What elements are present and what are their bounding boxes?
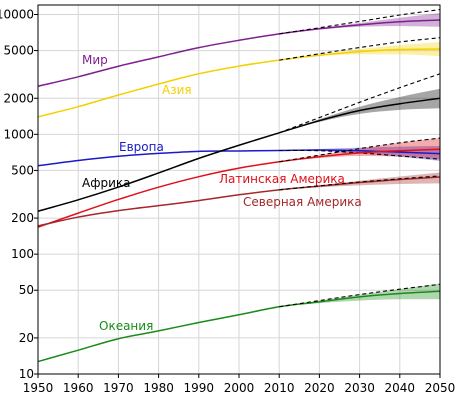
- x-tick-label-2050: 2050: [425, 381, 456, 395]
- line-layer: [37, 8, 441, 363]
- x-tick-label-1950: 1950: [23, 381, 54, 395]
- x-tick-label-2030: 2030: [344, 381, 375, 395]
- series-4-line: [37, 148, 441, 228]
- series-label-6: Океания: [99, 319, 153, 333]
- x-tick-label-2040: 2040: [385, 381, 416, 395]
- x-tick-label-1980: 1980: [143, 381, 174, 395]
- y-tick-label-5000: 5000: [3, 44, 34, 58]
- y-tick-label-1000: 1000: [3, 127, 34, 141]
- series-label-3: Африка: [82, 176, 131, 190]
- series-2-line: [37, 149, 441, 167]
- grid-layer: [38, 5, 440, 374]
- series-label-4: Латинская Америка: [219, 172, 345, 186]
- series-5-dashed-line: [279, 175, 441, 191]
- series-3-line: [37, 97, 441, 212]
- x-tick-label-2000: 2000: [224, 381, 255, 395]
- y-tick-label-500: 500: [11, 163, 34, 177]
- series-3-dashed-line: [279, 73, 441, 134]
- y-tick-label-2000: 2000: [3, 91, 34, 105]
- y-tick-label-100: 100: [11, 247, 34, 261]
- series-4-dashed-line: [279, 137, 441, 163]
- series-6-line: [37, 290, 441, 363]
- series-label-0: Мир: [82, 53, 108, 67]
- y-tick-label-50: 50: [19, 283, 34, 297]
- series-1-line: [37, 48, 441, 118]
- x-tick-label-2010: 2010: [264, 381, 295, 395]
- y-tick-label-10: 10: [19, 367, 34, 381]
- series-label-5: Северная Америка: [243, 195, 362, 209]
- y-tick-label-200: 200: [11, 211, 34, 225]
- x-tick-label-1990: 1990: [184, 381, 215, 395]
- label-layer: Мир Азия Европа Африка Латинская Америка Севе…: [82, 53, 362, 333]
- y-tick-label-10000: 10000: [0, 7, 34, 21]
- tick-layer: 1950 1960 1970 1980 1990 2000 2010 2020 2030 2040…: [0, 7, 455, 395]
- x-tick-label-1970: 1970: [103, 381, 134, 395]
- series-label-2: Европа: [119, 140, 164, 154]
- series-label-1: Азия: [162, 83, 192, 97]
- series-1-dashed-line: [279, 37, 441, 61]
- y-tick-label-20: 20: [19, 331, 34, 345]
- x-tick-label-2020: 2020: [304, 381, 335, 395]
- series-6-dashed-line: [279, 283, 441, 308]
- series-0-line: [37, 19, 441, 87]
- x-tick-label-1960: 1960: [63, 381, 94, 395]
- series-0-dashed-line: [279, 8, 441, 35]
